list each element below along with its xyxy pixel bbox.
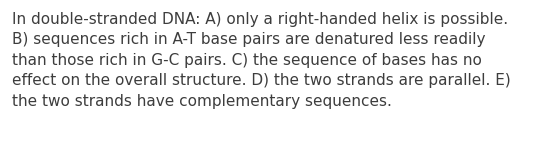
Text: In double-stranded DNA: A) only a right-handed helix is possible.
B) sequences r: In double-stranded DNA: A) only a right-… — [12, 12, 511, 109]
